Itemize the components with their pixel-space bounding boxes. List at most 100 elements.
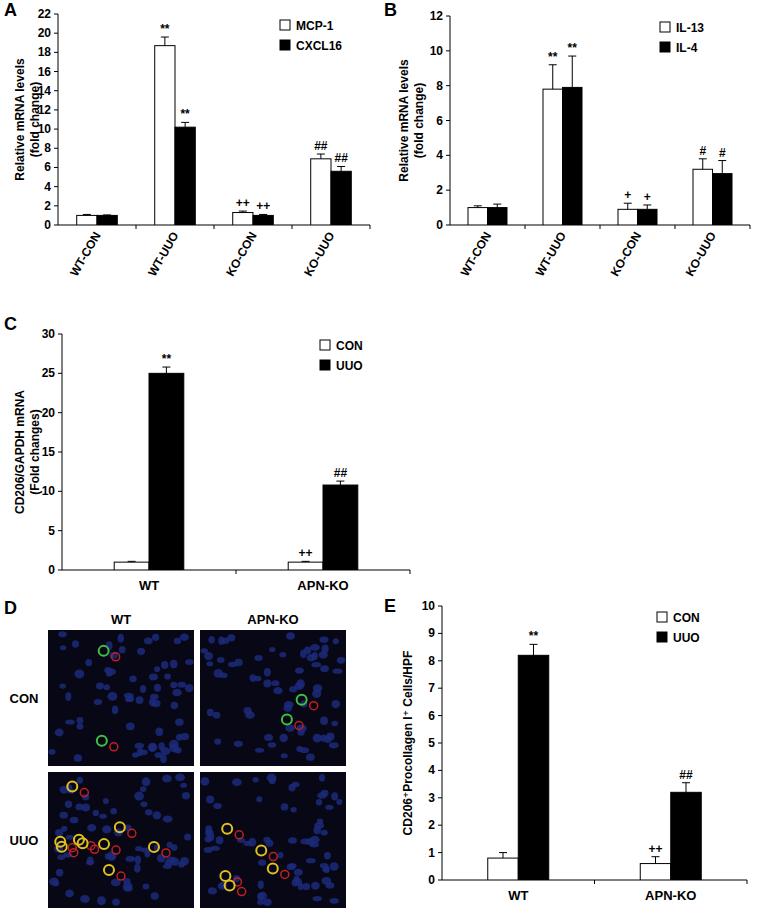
- nucleus: [217, 657, 225, 663]
- bar: [671, 792, 702, 880]
- nucleus: [290, 807, 296, 812]
- nucleus: [205, 825, 212, 834]
- error-bar: [162, 367, 170, 373]
- y-tick-label: 9: [428, 626, 435, 640]
- stained-cell: [256, 846, 266, 856]
- y-tick: [438, 606, 442, 607]
- significance-mark: **: [162, 352, 172, 366]
- nucleus: [283, 704, 292, 712]
- error-bar: [493, 204, 501, 207]
- legend: MCP-1CXCL16: [280, 19, 342, 53]
- y-tick-label: 1: [428, 846, 435, 860]
- nucleus: [162, 775, 172, 783]
- nucleus: [184, 833, 191, 840]
- nucleus: [295, 667, 304, 673]
- error-bar-cap: [128, 561, 136, 562]
- significance-mark: +: [644, 190, 651, 204]
- stained-cell: [115, 822, 125, 832]
- nucleus: [234, 741, 243, 747]
- significance-mark: ++: [256, 199, 270, 213]
- nucleus: [324, 852, 331, 859]
- nucleus: [214, 669, 223, 678]
- y-tick: [58, 412, 62, 413]
- row-label: UUO: [10, 833, 39, 848]
- y-tick: [54, 167, 58, 168]
- micrograph: [48, 772, 194, 908]
- error-bar-cap: [302, 561, 310, 562]
- y-tick-label: 4: [44, 180, 51, 194]
- nucleus: [105, 853, 111, 859]
- column-label: WT: [111, 612, 131, 627]
- y-tick: [438, 743, 442, 744]
- error-bar: [259, 214, 267, 216]
- x-tick: [594, 880, 595, 884]
- nucleus: [65, 890, 74, 898]
- x-tick-label: APN-KO: [645, 888, 696, 903]
- legend: CONUUO: [657, 611, 700, 645]
- nucleus: [330, 862, 339, 870]
- nucleus: [164, 673, 171, 679]
- y-tick-label: 2: [428, 818, 435, 832]
- error-bar-stem: [341, 166, 342, 171]
- nucleus: [271, 680, 279, 686]
- nucleus: [269, 647, 275, 652]
- nucleus: [49, 878, 59, 886]
- nucleus: [153, 811, 161, 819]
- stained-cell: [80, 789, 88, 797]
- nucleus: [74, 669, 84, 678]
- stained-cell: [235, 831, 243, 839]
- nucleus: [254, 676, 262, 682]
- x-tick: [370, 225, 371, 229]
- y-tick: [54, 109, 58, 110]
- nucleus: [185, 659, 194, 665]
- significance-mark: #: [719, 146, 726, 160]
- y-tick-label: 16: [38, 65, 52, 79]
- nucleus: [206, 796, 214, 804]
- nucleus: [112, 898, 120, 905]
- y-tick: [438, 852, 442, 853]
- legend: CONUUO: [320, 339, 363, 373]
- nucleus: [214, 738, 221, 744]
- stained-cell: [269, 853, 277, 861]
- bar: [77, 215, 97, 225]
- stained-cell: [117, 872, 125, 880]
- nucleus: [256, 796, 262, 802]
- nucleus: [263, 898, 271, 906]
- x-tick-label: KO-UUO: [683, 230, 719, 279]
- nucleus: [303, 883, 310, 890]
- y-axis-label: (fold change): [412, 83, 426, 158]
- nucleus: [311, 882, 320, 890]
- nucleus: [161, 661, 168, 669]
- y-tick: [446, 120, 450, 121]
- y-tick: [438, 770, 442, 771]
- y-tick: [438, 688, 442, 689]
- nucleus: [57, 855, 65, 861]
- error-bar: [336, 481, 344, 485]
- y-tick: [54, 205, 58, 206]
- y-tick-label: 14: [38, 84, 52, 98]
- nucleus: [309, 842, 319, 848]
- error-bar-cap: [239, 211, 247, 212]
- x-tick: [600, 225, 601, 229]
- legend-swatch: [657, 612, 667, 622]
- marks: [468, 56, 732, 225]
- error-bar: [549, 65, 557, 89]
- nucleus: [148, 743, 157, 752]
- legend-label: UUO: [336, 359, 363, 373]
- error-bar-cap: [643, 204, 651, 205]
- nucleus: [204, 652, 213, 660]
- error-bar-stem: [533, 644, 534, 655]
- error-bar: [317, 154, 325, 159]
- nucleus: [245, 711, 254, 719]
- nucleus: [208, 636, 214, 644]
- error-bar-stem: [627, 203, 628, 209]
- nucleus: [170, 660, 177, 669]
- nucleus: [60, 812, 68, 819]
- bar: [97, 215, 117, 225]
- error-bar-stem: [647, 205, 648, 209]
- nucleus: [143, 883, 150, 889]
- nucleus: [180, 733, 189, 740]
- nucleus: [331, 721, 338, 726]
- stained-cell: [99, 646, 109, 656]
- nucleus: [55, 729, 64, 737]
